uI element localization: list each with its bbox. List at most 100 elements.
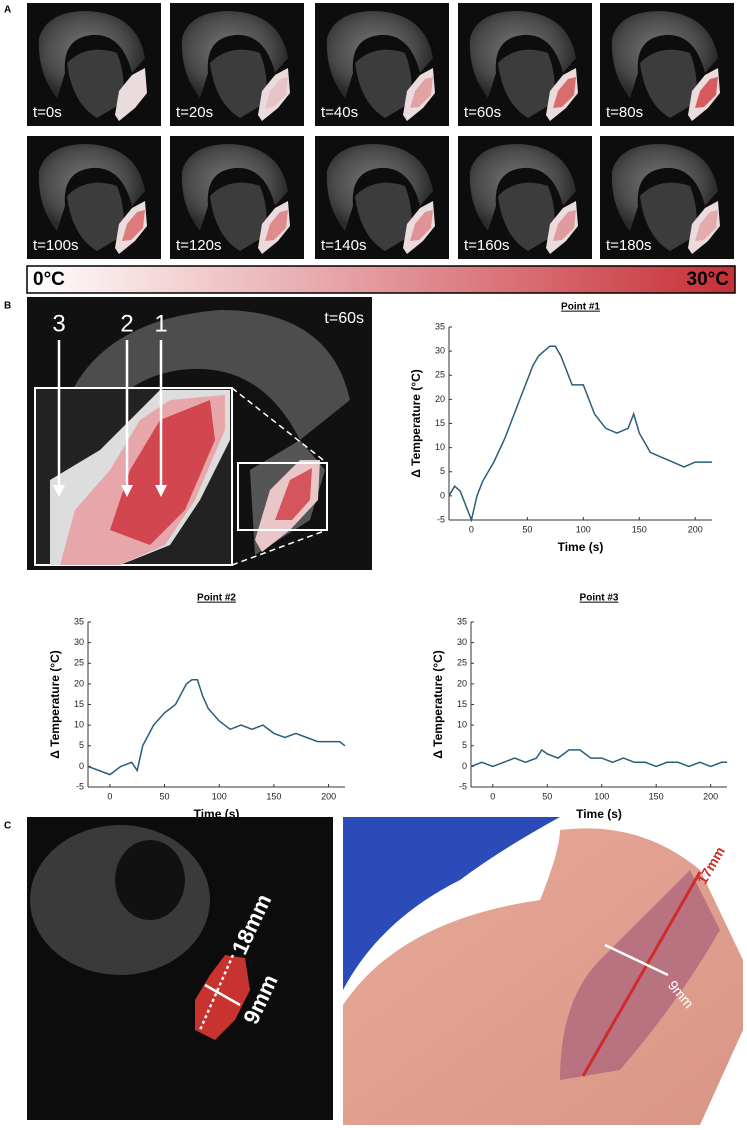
y-tick-label: -5 <box>459 781 467 791</box>
tissue <box>355 182 412 251</box>
x-tick-label: 100 <box>212 791 227 801</box>
colorbar-min: 0°C <box>33 269 65 290</box>
tissue <box>38 11 145 98</box>
x-tick-label: 200 <box>688 524 703 534</box>
x-axis-label: Time (s) <box>558 540 604 554</box>
tissue <box>67 182 124 251</box>
mri-frame: t=120s <box>170 136 304 259</box>
y-axis-label: Δ Temperature (°C) <box>431 650 445 759</box>
line <box>470 748 727 768</box>
colorbar-max: 30°C <box>687 269 730 290</box>
tissue <box>210 182 267 251</box>
x-tick-label: 0 <box>490 791 495 801</box>
ablation-zone <box>258 68 290 121</box>
mri-frame: t=160s <box>458 136 592 259</box>
x-tick-label: 50 <box>542 791 552 801</box>
y-tick-label: 5 <box>79 740 84 750</box>
y-tick-label: 10 <box>74 720 84 730</box>
mri-frame: t=140s <box>315 136 449 259</box>
colorbar <box>26 265 736 294</box>
y-tick-label: 25 <box>74 658 84 668</box>
tissue <box>469 11 576 98</box>
y-tick-label: -5 <box>437 514 445 524</box>
ablation-zone <box>546 201 578 254</box>
y-tick-label: 10 <box>435 442 445 452</box>
tissue <box>640 49 697 118</box>
y-tick-label: 35 <box>435 321 445 331</box>
ablation-zone <box>115 68 147 121</box>
point-label: 3 <box>52 310 65 337</box>
x-tick-label: 100 <box>594 791 609 801</box>
y-tick-label: 0 <box>440 490 445 500</box>
tissue <box>611 144 718 231</box>
x-tick-label: 50 <box>160 791 170 801</box>
chart-title: Point #1 <box>561 302 600 313</box>
y-axis-label: Δ Temperature (°C) <box>48 650 62 759</box>
y-tick-label: 20 <box>457 678 467 688</box>
ablation-heat <box>265 77 288 108</box>
tissue <box>326 11 433 98</box>
y-tick-label: 35 <box>74 616 84 626</box>
tissue <box>355 49 412 118</box>
x-axis-label: Time (s) <box>194 807 240 821</box>
ablation-heat <box>695 77 718 108</box>
chart-title: Point #3 <box>580 593 619 604</box>
ablation-heat <box>553 210 576 241</box>
time-label: t=60s <box>324 310 364 327</box>
panel-label: C <box>4 821 11 832</box>
mri-image <box>27 817 333 1120</box>
x-tick-label: 0 <box>469 524 474 534</box>
y-tick-label: 30 <box>74 637 84 647</box>
mri-frame: t=0s <box>27 3 161 126</box>
frame-label: t=160s <box>464 237 509 254</box>
point-label: 1 <box>154 310 167 337</box>
chart-title: Point #2 <box>197 593 236 604</box>
tissue <box>181 11 288 98</box>
y-tick-label: 25 <box>435 370 445 380</box>
tissue <box>611 11 718 98</box>
ablation-heat <box>553 77 576 108</box>
x-tick-label: 200 <box>703 791 718 801</box>
frame-label: t=60s <box>464 104 501 121</box>
mri-frame: t=20s <box>170 3 304 126</box>
ablation-zone <box>403 68 435 121</box>
ablation-heat <box>410 77 433 108</box>
tissue <box>326 144 433 231</box>
y-tick-label: 15 <box>435 418 445 428</box>
y-tick-label: 0 <box>79 761 84 771</box>
x-tick-label: 0 <box>107 791 112 801</box>
tissue <box>181 144 288 231</box>
y-tick-label: 30 <box>457 637 467 647</box>
ablation-zone <box>688 201 720 254</box>
tissue <box>498 49 555 118</box>
y-tick-label: -5 <box>76 781 84 791</box>
x-axis-label: Time (s) <box>576 807 622 821</box>
frame-label: t=20s <box>176 104 213 121</box>
y-tick-label: 15 <box>457 699 467 709</box>
x-tick-label: 150 <box>632 524 647 534</box>
tissue <box>210 49 267 118</box>
y-tick-label: 5 <box>462 740 467 750</box>
y-axis-label: Δ Temperature (°C) <box>409 369 423 478</box>
panel-label: A <box>4 5 11 16</box>
x-tick-label: 150 <box>266 791 281 801</box>
panel-label: B <box>4 301 11 312</box>
y-tick-label: 10 <box>457 720 467 730</box>
y-tick-label: 30 <box>435 346 445 356</box>
ablation-heat <box>695 210 718 241</box>
frame-label: t=120s <box>176 237 221 254</box>
zoom-image <box>27 297 372 570</box>
tissue-photo <box>343 817 743 1125</box>
frame-label: t=0s <box>33 104 62 121</box>
y-tick-label: 35 <box>457 616 467 626</box>
tissue <box>498 182 555 251</box>
frame-label: t=140s <box>321 237 366 254</box>
ablation-zone <box>403 201 435 254</box>
line <box>87 679 346 776</box>
tissue <box>38 144 145 231</box>
mri-frame: t=60s <box>458 3 592 126</box>
mri-frame: t=40s <box>315 3 449 126</box>
tissue <box>640 182 697 251</box>
y-tick-label: 25 <box>457 658 467 668</box>
